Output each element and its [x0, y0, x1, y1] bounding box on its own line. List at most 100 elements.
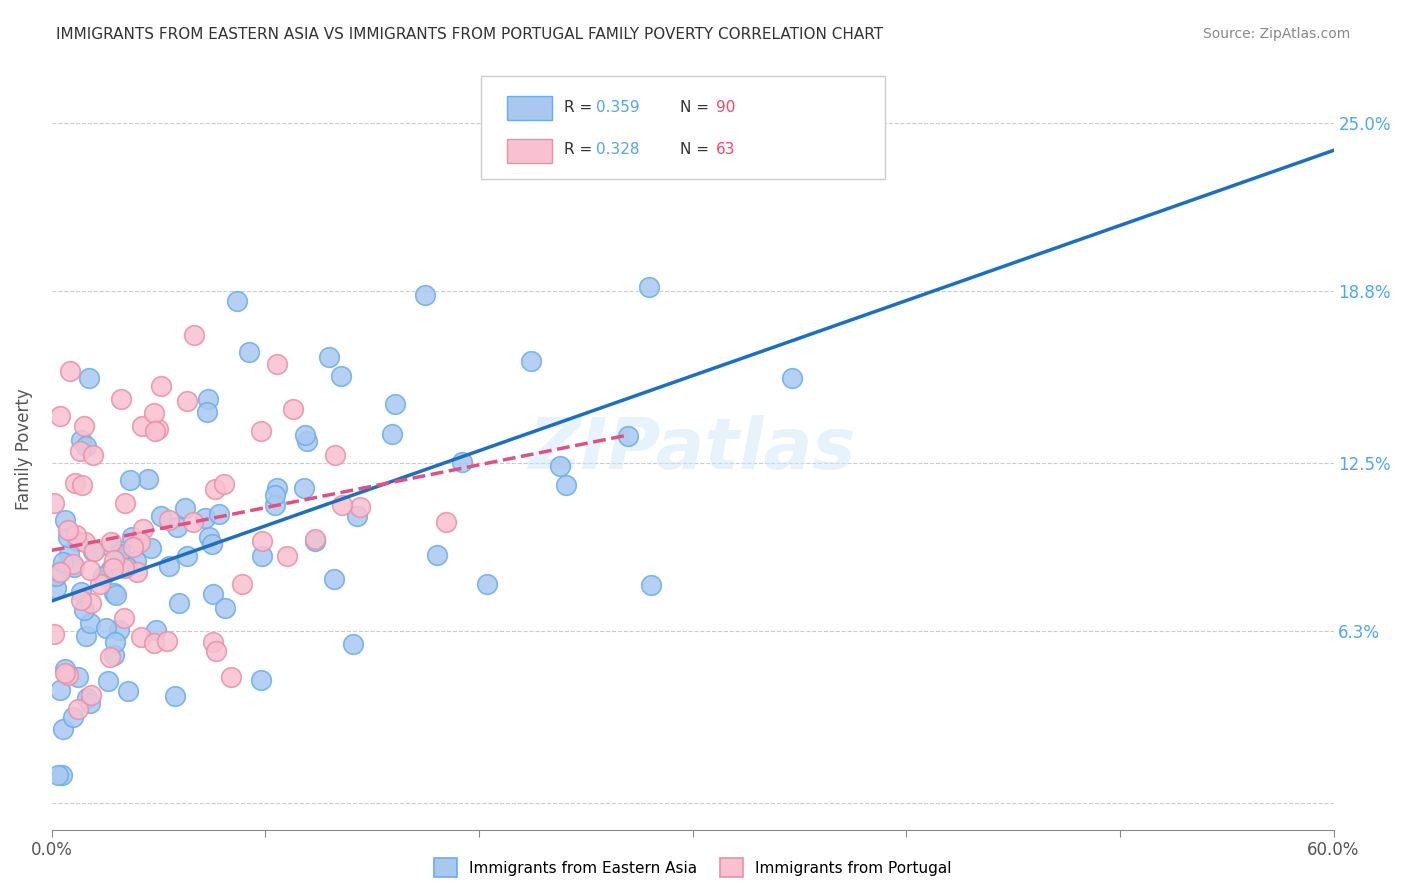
Point [101, 561, 124, 575]
Point [276, 549, 298, 564]
Point [323, 449, 346, 463]
Point [48, 683, 70, 698]
Point [292, 481, 315, 495]
Point [98, 649, 121, 664]
Point [70, 478, 93, 492]
Point [79, 696, 101, 710]
Point [281, 402, 304, 417]
FancyBboxPatch shape [481, 76, 884, 179]
Point [197, 405, 219, 419]
Point [53, 513, 76, 527]
Legend: Immigrants from Eastern Asia, Immigrants from Portugal: Immigrants from Eastern Asia, Immigrants… [427, 852, 957, 883]
Point [266, 481, 288, 495]
Text: R =: R = [564, 100, 598, 115]
Text: 90: 90 [716, 100, 735, 115]
Text: ZIPatlas: ZIPatlas [529, 415, 856, 483]
Point [139, 541, 162, 556]
Point [434, 515, 457, 529]
Point [426, 548, 449, 562]
Point [49, 565, 72, 579]
Point [103, 553, 125, 567]
Point [167, 596, 190, 610]
Point [214, 600, 236, 615]
Point [100, 535, 122, 549]
Point [122, 540, 145, 554]
Text: N =: N = [681, 100, 714, 115]
Point [91, 568, 114, 582]
FancyBboxPatch shape [506, 138, 551, 163]
Point [183, 515, 205, 529]
Point [204, 644, 226, 658]
Point [346, 508, 368, 523]
Point [451, 455, 474, 469]
Point [42, 626, 65, 640]
Point [76, 690, 98, 705]
Point [80, 688, 103, 702]
Point [51, 768, 73, 782]
Point [249, 424, 271, 438]
Point [112, 611, 135, 625]
Point [52, 723, 75, 737]
Point [207, 507, 229, 521]
Point [115, 559, 138, 574]
Point [97, 673, 120, 688]
Point [70, 593, 93, 607]
Point [45, 568, 67, 582]
Point [197, 392, 219, 407]
Point [226, 294, 249, 309]
Point [58, 547, 80, 561]
Point [477, 577, 499, 591]
Point [238, 345, 260, 359]
Point [58, 523, 80, 537]
Point [176, 549, 198, 563]
Point [782, 371, 804, 385]
Point [145, 623, 167, 637]
Point [200, 537, 222, 551]
Point [89, 576, 111, 591]
Point [69, 585, 91, 599]
Text: 0.359: 0.359 [596, 100, 640, 115]
Point [80, 596, 103, 610]
Point [250, 673, 273, 688]
Point [204, 482, 226, 496]
Point [56, 530, 79, 544]
Point [125, 553, 148, 567]
Point [194, 511, 217, 525]
Point [49, 409, 72, 423]
Point [110, 392, 132, 406]
Point [82, 543, 104, 558]
Point [62, 710, 84, 724]
Point [131, 630, 153, 644]
Point [520, 353, 543, 368]
Point [75, 534, 97, 549]
Point [69, 433, 91, 447]
Point [63, 476, 86, 491]
Point [82, 448, 104, 462]
Point [114, 496, 136, 510]
Point [129, 535, 152, 549]
Point [52, 555, 75, 569]
Point [75, 629, 97, 643]
Point [79, 563, 101, 577]
Point [73, 419, 96, 434]
Point [100, 562, 122, 576]
Point [198, 530, 221, 544]
Point [131, 418, 153, 433]
Point [59, 364, 82, 378]
Point [183, 327, 205, 342]
Point [304, 532, 326, 546]
Point [250, 549, 273, 563]
Point [94, 621, 117, 635]
Point [157, 559, 180, 574]
Point [66, 670, 89, 684]
Text: N =: N = [681, 143, 714, 158]
Point [103, 648, 125, 662]
Point [49, 564, 72, 578]
Point [46, 768, 69, 782]
Point [266, 357, 288, 371]
Point [149, 509, 172, 524]
Point [413, 287, 436, 301]
Point [202, 587, 225, 601]
Point [100, 541, 122, 555]
Point [637, 280, 659, 294]
